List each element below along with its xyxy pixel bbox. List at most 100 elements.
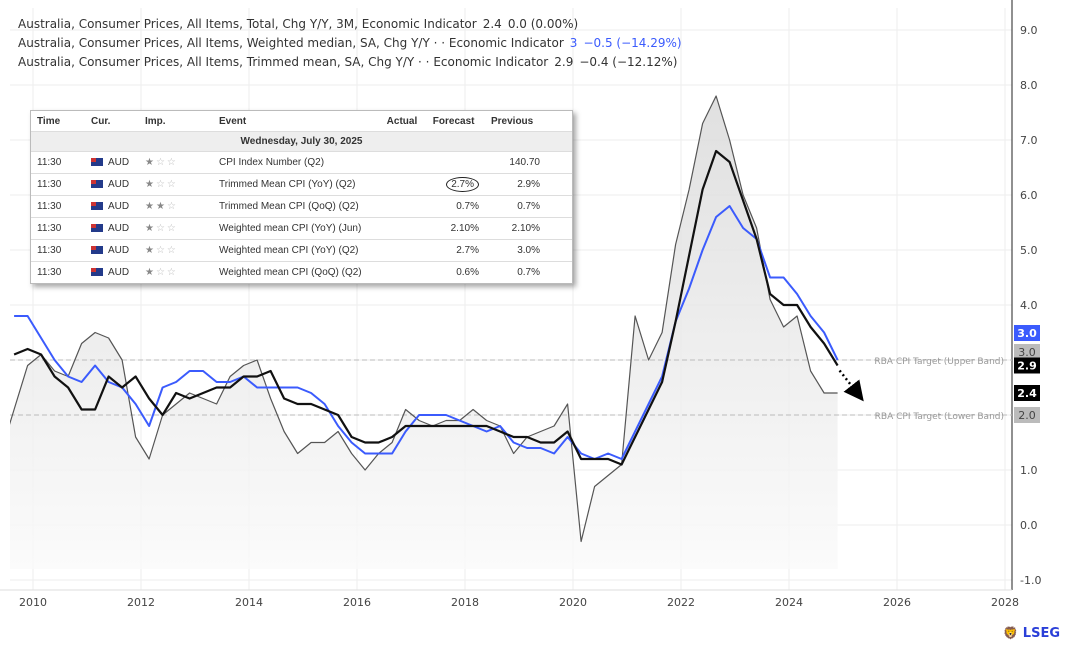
x-tick-label: 2026 [883, 596, 911, 609]
calendar-row[interactable]: 11:30 AUD ★☆☆ Weighted mean CPI (QoQ) (Q… [31, 261, 572, 283]
brand-text: LSEG [1022, 626, 1060, 641]
col-previous: Previous [490, 115, 534, 127]
row-time: 11:30 [31, 195, 85, 218]
row-currency: AUD [85, 217, 139, 240]
legend-headline: Australia, Consumer Prices, All Items, T… [18, 17, 579, 31]
importance-stars-icon: ★☆☆ [139, 261, 213, 283]
row-currency: AUD [85, 261, 139, 283]
legend: Australia, Consumer Prices, All Items, T… [18, 15, 682, 72]
row-forecast: 2.10% [426, 217, 485, 240]
x-tick-label: 2012 [127, 596, 155, 609]
row-event: Weighted mean CPI (QoQ) (Q2) [213, 261, 381, 283]
last-value-tag [1014, 385, 1040, 401]
importance-stars-icon: ★☆☆ [139, 239, 213, 262]
row-forecast [426, 151, 485, 174]
row-actual [380, 195, 427, 218]
reference-tag-text: 2.0 [1018, 409, 1036, 422]
calendar-row[interactable]: 11:30 AUD ★☆☆ Trimmed Mean CPI (YoY) (Q2… [31, 173, 572, 196]
last-value-tag [1014, 357, 1040, 374]
x-tick-label: 2014 [235, 596, 263, 609]
col-imp: Imp. [145, 115, 166, 127]
row-currency: AUD [85, 151, 139, 174]
x-tick-label: 2022 [667, 596, 695, 609]
row-time: 11:30 [31, 151, 85, 174]
reference-line-label: RBA CPI Target (Lower Band) [875, 412, 1004, 422]
x-tick-label: 2018 [451, 596, 479, 609]
row-forecast: 0.7% [426, 195, 485, 218]
projection-arrow [838, 369, 864, 402]
y-tick-label: -1.0 [1020, 574, 1041, 587]
last-value-tag [1014, 325, 1040, 341]
australia-flag-icon [91, 158, 103, 167]
row-event: Weighted mean CPI (YoY) (Q2) [213, 239, 381, 262]
col-actual: Actual [386, 115, 418, 127]
row-forecast: 2.7% [426, 173, 485, 196]
row-forecast: 0.6% [426, 261, 485, 283]
col-time: Time [37, 115, 61, 127]
col-event: Event [219, 115, 247, 127]
row-time: 11:30 [31, 261, 85, 283]
row-time: 11:30 [31, 239, 85, 262]
row-previous: 2.9% [484, 173, 572, 196]
x-tick-label: 2028 [991, 596, 1019, 609]
col-cur: Cur. [91, 115, 111, 127]
series-line-2 [13, 149, 839, 466]
row-event: CPI Index Number (Q2) [213, 151, 381, 174]
y-tick-label: 5.0 [1020, 244, 1038, 257]
importance-stars-icon: ★☆☆ [139, 151, 213, 174]
row-previous: 2.10% [484, 217, 572, 240]
legend-trimmed-mean: Australia, Consumer Prices, All Items, T… [18, 55, 678, 69]
row-currency: AUD [85, 173, 139, 196]
last-value-tag-text: 3.0 [1017, 327, 1037, 340]
y-tick-label: 8.0 [1020, 79, 1038, 92]
y-tick-label: 7.0 [1020, 134, 1038, 147]
y-tick-label: 6.0 [1020, 189, 1038, 202]
calendar-row[interactable]: 11:30 AUD ★★☆ Trimmed Mean CPI (QoQ) (Q2… [31, 195, 572, 218]
y-tick-label: 4.0 [1020, 299, 1038, 312]
calendar-header: Time Cur. Imp. Event Actual Forecast Pre… [31, 111, 572, 132]
reference-tag [1014, 407, 1040, 423]
row-currency: AUD [85, 239, 139, 262]
row-event: Trimmed Mean CPI (YoY) (Q2) [213, 173, 381, 196]
legend-weighted-median: Australia, Consumer Prices, All Items, W… [18, 36, 682, 50]
y-tick-label: 1.0 [1020, 464, 1038, 477]
reference-tag-text: 3.0 [1018, 346, 1036, 359]
calendar-date: Wednesday, July 30, 2025 [31, 131, 572, 152]
headline-area [10, 96, 838, 569]
row-actual [380, 217, 427, 240]
last-value-tag-text: 2.9 [1017, 360, 1037, 373]
australia-flag-icon [91, 180, 103, 189]
row-forecast: 2.7% [426, 239, 485, 262]
row-previous: 140.70 [484, 151, 572, 174]
reference-tag [1014, 344, 1040, 360]
calendar-row[interactable]: 11:30 AUD ★☆☆ Weighted mean CPI (YoY) (J… [31, 217, 572, 240]
row-time: 11:30 [31, 173, 85, 196]
series-line-0 [10, 95, 838, 543]
reference-line-label: RBA CPI Target (Upper Band) [874, 357, 1004, 367]
calendar-row[interactable]: 11:30 AUD ★☆☆ Weighted mean CPI (YoY) (Q… [31, 239, 572, 262]
row-actual [380, 239, 427, 262]
australia-flag-icon [91, 268, 103, 277]
x-tick-label: 2010 [19, 596, 47, 609]
importance-stars-icon: ★☆☆ [139, 217, 213, 240]
row-currency: AUD [85, 195, 139, 218]
series-line-1 [14, 205, 839, 460]
row-previous: 0.7% [484, 195, 572, 218]
importance-stars-icon: ★☆☆ [139, 173, 213, 196]
row-actual [380, 173, 427, 196]
col-forecast: Forecast [432, 115, 475, 127]
plot-area [10, 95, 1012, 569]
importance-stars-icon: ★★☆ [139, 195, 213, 218]
row-event: Weighted mean CPI (YoY) (Jun) [213, 217, 381, 240]
row-previous: 3.0% [484, 239, 572, 262]
calendar-row[interactable]: 11:30 AUD ★☆☆ CPI Index Number (Q2) 140.… [31, 151, 572, 174]
australia-flag-icon [91, 202, 103, 211]
x-tick-label: 2024 [775, 596, 803, 609]
x-tick-label: 2020 [559, 596, 587, 609]
lseg-logo: 🦁 LSEG [1003, 626, 1060, 641]
australia-flag-icon [91, 224, 103, 233]
australia-flag-icon [91, 246, 103, 255]
row-time: 11:30 [31, 217, 85, 240]
row-event: Trimmed Mean CPI (QoQ) (Q2) [213, 195, 381, 218]
